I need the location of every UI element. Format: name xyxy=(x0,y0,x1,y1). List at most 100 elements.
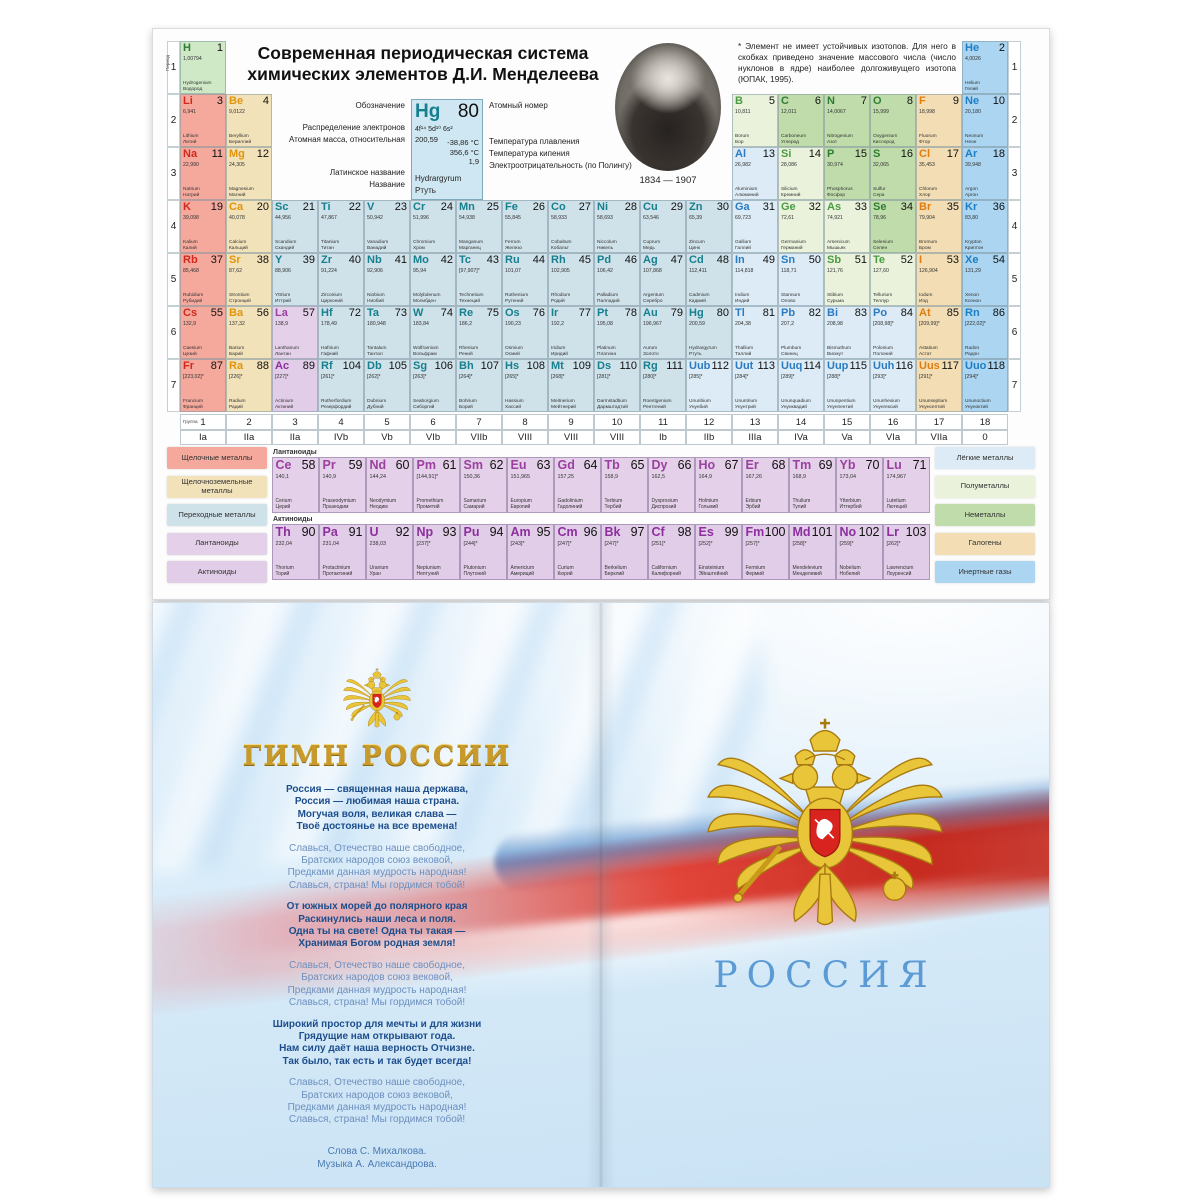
element-cell-Sn: Sn 50 118,71 Stannum Олово xyxy=(778,253,824,306)
lanthanoids-header: Лантаноиды xyxy=(273,449,317,456)
element-symbol: O xyxy=(873,95,882,107)
anthem-stanza-chorus: Славься, Отечество наше свободное, Братск… xyxy=(273,960,482,1010)
element-cell-Sm: Sm 62 150,36 Samarium Самарий xyxy=(460,457,507,513)
element-symbol: Sn xyxy=(781,254,796,266)
legend-chip-alkali: Щелочные металлы xyxy=(167,447,267,469)
element-mass: 50,942 xyxy=(367,215,383,221)
element-cell-S: S 16 32,065 Sulfur Сера xyxy=(870,147,916,200)
element-number: 60 xyxy=(395,458,410,472)
element-russian-name: Празеодим xyxy=(322,504,349,510)
element-number: 61 xyxy=(442,458,457,472)
element-symbol: At xyxy=(919,307,931,319)
sample-symbol: Hg xyxy=(415,101,441,122)
element-number: 55 xyxy=(210,307,223,319)
element-russian-name: Водород xyxy=(183,86,203,92)
element-number: 81 xyxy=(762,307,775,319)
element-mass: [265]* xyxy=(505,374,519,380)
element-number: 79 xyxy=(670,307,683,319)
element-number: 49 xyxy=(762,254,775,266)
element-latin-name: Terbium xyxy=(604,498,623,504)
anthem-stanza-verse: Широкий простор для мечты и для жизни Гря… xyxy=(273,1019,482,1069)
element-russian-name: Гелий xyxy=(965,86,978,92)
element-mass: 72,61 xyxy=(781,215,794,221)
element-mass: 69,723 xyxy=(735,215,751,221)
element-latin-name: Beryllium xyxy=(229,134,249,139)
element-mass: [289]* xyxy=(781,374,795,380)
anthem-credits: Слова С. Михалкова. Музыка А. Александров… xyxy=(317,1145,437,1171)
element-number: 92 xyxy=(395,525,410,539)
element-cell-Br: Br 35 79,904 Bromum Бром xyxy=(916,200,962,253)
sample-label-right: Электроотрицательность (по Полингу) xyxy=(489,161,632,170)
element-russian-name: Эйнштейний xyxy=(698,571,728,577)
element-symbol: Yb xyxy=(839,458,856,472)
element-mass: 28,086 xyxy=(781,162,797,168)
element-cell-Li: Li 3 6,941 Lithium Литий xyxy=(180,94,226,147)
coat-of-arms-column: РОССИЯ xyxy=(601,603,1049,1187)
element-symbol: Fm xyxy=(745,525,765,539)
element-symbol: Uuo xyxy=(965,360,987,372)
element-mass: 63,546 xyxy=(643,215,659,221)
element-latin-name: Carboneum xyxy=(781,134,807,139)
sample-temperatures: -38,86 °C 356,6 °C 1,9 xyxy=(447,138,479,167)
element-number: 41 xyxy=(394,254,407,266)
element-symbol: Ho xyxy=(698,458,716,472)
element-number: 66 xyxy=(677,458,692,472)
element-symbol: Y xyxy=(275,254,283,266)
element-number: 59 xyxy=(348,458,363,472)
element-latin-name: Meitnerium xyxy=(551,399,575,404)
element-symbol: Dy xyxy=(651,458,668,472)
element-russian-name: Полоний xyxy=(873,351,893,357)
element-mass: [97,907]* xyxy=(459,268,480,274)
element-number: 31 xyxy=(762,201,775,213)
element-latin-name: Thorium xyxy=(275,565,294,571)
element-number: 76 xyxy=(532,307,545,319)
element-symbol: Se xyxy=(873,201,887,213)
sample-top-row: Hg 80 xyxy=(415,101,479,123)
element-russian-name: Торий xyxy=(275,571,290,577)
element-number: 83 xyxy=(854,307,867,319)
element-mass: 186,2 xyxy=(459,321,472,327)
element-cell-Hs: Hs 108 [265]* Hassium Хассий xyxy=(502,359,548,412)
element-russian-name: Литий xyxy=(183,139,197,145)
legend-chip-actinoid: Актиноиды xyxy=(167,561,267,583)
element-mass: [262]* xyxy=(367,374,381,380)
element-russian-name: Хром xyxy=(413,245,425,251)
anthem-line: Славься, страна! Мы гордимся тобой! xyxy=(288,997,466,1009)
element-latin-name: Berkelium xyxy=(604,565,627,571)
element-russian-name: Кюрий xyxy=(557,571,573,577)
element-cell-Am: Am 95 [243]* Americium Америций xyxy=(507,524,554,580)
element-symbol: Ni xyxy=(597,201,608,213)
element-number: 38 xyxy=(256,254,269,266)
element-number: 17 xyxy=(946,148,959,160)
element-latin-name: Technetium xyxy=(459,293,484,298)
element-symbol: Uut xyxy=(735,360,754,372)
element-number: 47 xyxy=(670,254,683,266)
element-cell-Zn: Zn 30 65,39 Zincum Цинк xyxy=(686,200,732,253)
element-symbol: Co xyxy=(551,201,566,213)
element-russian-name: Титан xyxy=(321,245,334,251)
element-mass: [237]* xyxy=(416,541,431,547)
element-cell-Ds: Ds 110 [281]* Darmstadtium Дармштадтий xyxy=(594,359,640,412)
element-mass: [291]* xyxy=(919,374,933,380)
element-number: 106 xyxy=(434,360,453,372)
element-cell-Gd: Gd 64 157,25 Gadolinium Гадолиний xyxy=(554,457,601,513)
lanthanoids-row: Ce 58 140,1 Cerium Церий Pr 59 140,9 Praseodymiu… xyxy=(272,457,930,513)
element-symbol: La xyxy=(275,307,288,319)
element-number: 11 xyxy=(211,148,223,160)
element-mass: [252]* xyxy=(698,541,713,547)
element-cell-Sb: Sb 51 121,76 Stibium Сурьма xyxy=(824,253,870,306)
element-russian-name: Ванадий xyxy=(367,245,387,251)
element-symbol: Ba xyxy=(229,307,244,319)
element-latin-name: Polonium xyxy=(873,346,893,351)
actinoids-header: Актиноиды xyxy=(273,516,313,523)
element-number: 27 xyxy=(578,201,591,213)
group-roman: VIII xyxy=(548,430,594,445)
element-symbol: Uuq xyxy=(781,360,803,372)
element-russian-name: Сурьма xyxy=(827,298,844,304)
element-symbol: Au xyxy=(643,307,658,319)
element-russian-name: Сиборгий xyxy=(413,404,435,410)
element-cell-Bi: Bi 83 208,98 Bismuthum Висмут xyxy=(824,306,870,359)
element-symbol: Be xyxy=(229,95,244,107)
anthem-stanza-chorus: Славься, Отечество наше свободное, Братск… xyxy=(273,843,482,893)
